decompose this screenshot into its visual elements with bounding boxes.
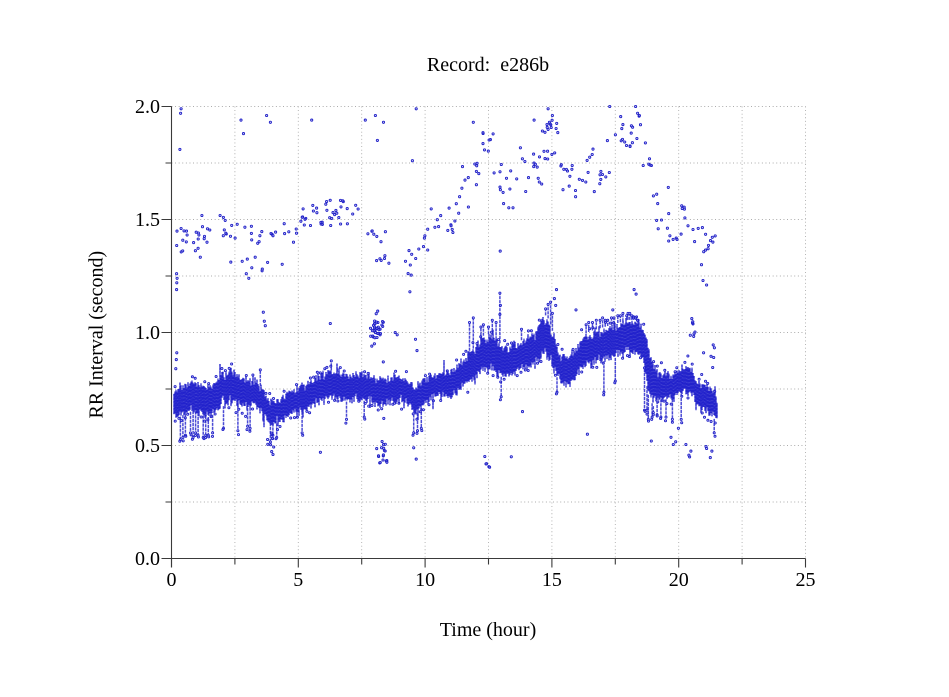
svg-text:0.0: 0.0	[135, 548, 160, 570]
svg-text:Record: e286b: Record: e286b	[427, 54, 549, 76]
svg-text:5: 5	[293, 569, 303, 591]
svg-text:Time (hour): Time (hour)	[440, 619, 536, 641]
svg-text:25: 25	[796, 569, 816, 591]
svg-text:10: 10	[415, 569, 435, 591]
svg-text:0.5: 0.5	[135, 435, 160, 457]
svg-text:15: 15	[542, 569, 562, 591]
svg-text:20: 20	[669, 569, 689, 591]
svg-text:1.0: 1.0	[135, 322, 160, 344]
svg-text:1.5: 1.5	[135, 209, 160, 231]
svg-text:0: 0	[167, 569, 177, 591]
svg-text:RR Interval (second): RR Interval (second)	[86, 251, 108, 419]
svg-text:2.0: 2.0	[135, 96, 160, 118]
